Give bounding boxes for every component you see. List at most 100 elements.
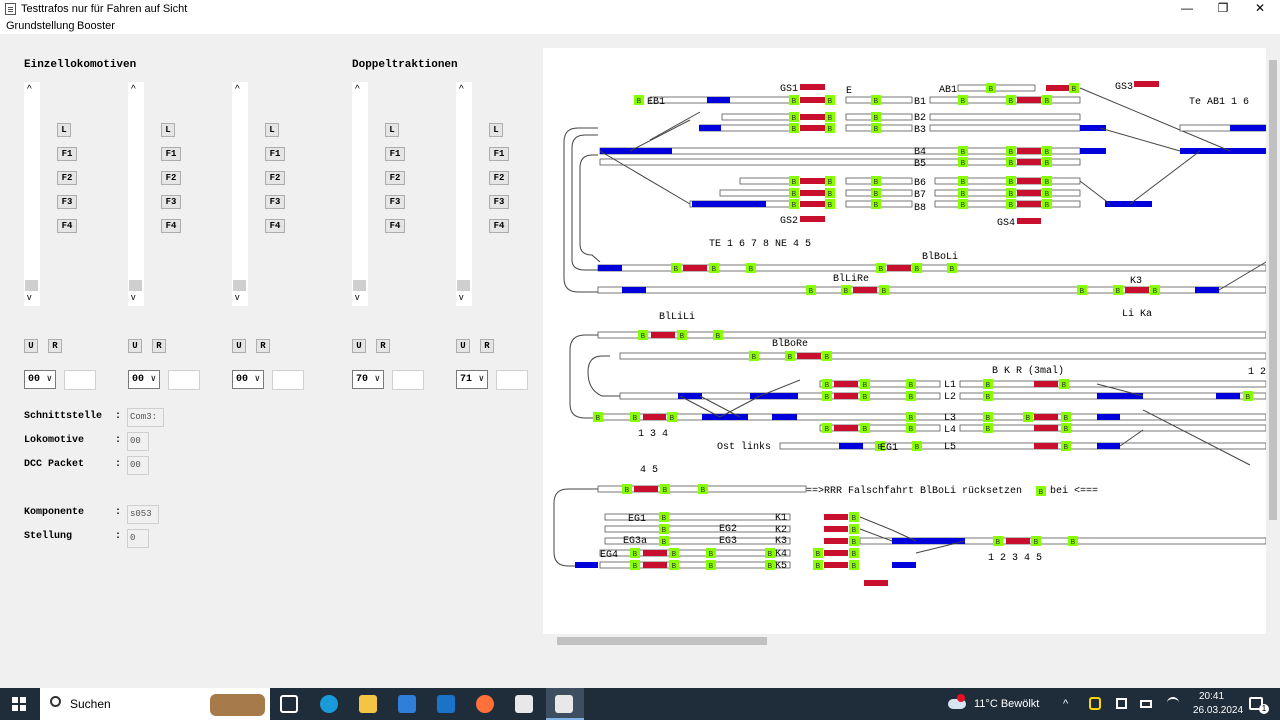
address-input[interactable] <box>64 370 96 390</box>
speed-select[interactable]: 00 ∨ <box>24 370 56 389</box>
maximize-button[interactable]: ❐ <box>1217 1 1229 15</box>
track-layout-diagram[interactable]: BBBBBBBBBBBBBBBBBBBBBBBBBBBBBBBBBBBBBBBB… <box>543 48 1280 636</box>
function-button-f3[interactable]: F3 <box>265 195 285 209</box>
testtrafos-app-icon[interactable] <box>555 695 573 713</box>
r-button[interactable]: R <box>48 339 62 353</box>
address-input[interactable] <box>272 370 304 390</box>
function-button-f3[interactable]: F3 <box>489 195 509 209</box>
scroll-down-icon[interactable]: v <box>235 292 240 302</box>
function-button-f2[interactable]: F2 <box>489 171 509 185</box>
minimize-button[interactable]: — <box>1181 1 1193 15</box>
address-input[interactable] <box>496 370 528 390</box>
clock-time[interactable]: 20:41 <box>1199 691 1225 702</box>
file-explorer-icon[interactable] <box>359 695 377 713</box>
task-view-icon[interactable] <box>280 695 298 713</box>
function-button-f3[interactable]: F3 <box>57 195 77 209</box>
address-input[interactable] <box>168 370 200 390</box>
function-button-f4[interactable]: F4 <box>385 219 405 233</box>
menu-booster[interactable]: Booster <box>77 20 115 32</box>
function-button-f2[interactable]: F2 <box>265 171 285 185</box>
network-icon[interactable] <box>1167 697 1179 709</box>
function-button-l[interactable]: L <box>265 123 279 137</box>
scroll-down-icon[interactable]: v <box>355 292 360 302</box>
meet-icon[interactable] <box>1116 698 1127 709</box>
scroll-up-icon[interactable]: ^ <box>27 84 32 95</box>
r-button[interactable]: R <box>376 339 390 353</box>
function-button-f1[interactable]: F1 <box>265 147 285 161</box>
u-button[interactable]: U <box>24 339 38 353</box>
scroll-down-icon[interactable]: v <box>27 292 32 302</box>
vertical-scrollbar[interactable] <box>1266 48 1280 636</box>
function-button-f1[interactable]: F1 <box>385 147 405 161</box>
app-window-icon[interactable] <box>515 695 533 713</box>
speed-select[interactable]: 70 ∨ <box>352 370 384 389</box>
function-button-f4[interactable]: F4 <box>265 219 285 233</box>
interface-field[interactable]: Com3: <box>127 408 164 427</box>
function-button-f1[interactable]: F1 <box>161 147 181 161</box>
scroll-up-icon[interactable]: ^ <box>131 84 136 95</box>
close-button[interactable]: ✕ <box>1254 1 1266 15</box>
function-button-f3[interactable]: F3 <box>385 195 405 209</box>
scroll-thumb[interactable] <box>1269 60 1277 520</box>
track-layout-panel[interactable]: BBBBBBBBBBBBBBBBBBBBBBBBBBBBBBBBBBBBBBBB… <box>543 48 1280 636</box>
function-button-l[interactable]: L <box>57 123 71 137</box>
function-button-f4[interactable]: F4 <box>57 219 77 233</box>
loco-list-scrollbar[interactable]: ^ v <box>232 82 248 306</box>
r-button[interactable]: R <box>480 339 494 353</box>
scroll-thumb[interactable] <box>233 280 246 291</box>
battery-icon[interactable] <box>1140 700 1152 708</box>
notification-icon[interactable] <box>1249 697 1263 710</box>
taskbar-search[interactable]: Suchen <box>40 688 270 720</box>
loco-list-scrollbar[interactable]: ^ v <box>128 82 144 306</box>
u-button[interactable]: U <box>456 339 470 353</box>
store-icon[interactable] <box>398 695 416 713</box>
speed-select[interactable]: 71 ∨ <box>456 370 488 389</box>
loco-field[interactable]: 00 <box>127 432 149 451</box>
function-button-l[interactable]: L <box>489 123 503 137</box>
function-button-f4[interactable]: F4 <box>161 219 181 233</box>
scroll-thumb[interactable] <box>353 280 366 291</box>
firefox-icon[interactable] <box>476 695 494 713</box>
clock-date[interactable]: 26.03.2024 <box>1193 705 1244 716</box>
scroll-up-icon[interactable]: ^ <box>235 84 240 95</box>
function-button-f2[interactable]: F2 <box>161 171 181 185</box>
function-button-f3[interactable]: F3 <box>161 195 181 209</box>
speed-select[interactable]: 00 ∨ <box>232 370 264 389</box>
position-field[interactable]: 0 <box>127 529 149 548</box>
edge-icon[interactable] <box>320 695 338 713</box>
u-button[interactable]: U <box>232 339 246 353</box>
function-button-f1[interactable]: F1 <box>57 147 77 161</box>
chevron-up-icon[interactable]: ^ <box>1063 698 1069 710</box>
address-input[interactable] <box>392 370 424 390</box>
menu-grundstellung[interactable]: Grundstellung <box>6 20 75 32</box>
loco-list-scrollbar[interactable]: ^ v <box>24 82 40 306</box>
function-button-f2[interactable]: F2 <box>385 171 405 185</box>
mail-icon[interactable] <box>437 695 455 713</box>
weather-text[interactable]: 11°C Bewölkt <box>974 698 1040 710</box>
r-button[interactable]: R <box>152 339 166 353</box>
scroll-down-icon[interactable]: v <box>459 292 464 302</box>
loco-list-scrollbar[interactable]: ^ v <box>352 82 368 306</box>
function-button-l[interactable]: L <box>385 123 399 137</box>
scroll-thumb[interactable] <box>129 280 142 291</box>
u-button[interactable]: U <box>128 339 142 353</box>
windows-start-icon[interactable] <box>12 697 26 711</box>
r-button[interactable]: R <box>256 339 270 353</box>
loco-list-scrollbar[interactable]: ^ v <box>456 82 472 306</box>
speed-select[interactable]: 00 ∨ <box>128 370 160 389</box>
function-button-l[interactable]: L <box>161 123 175 137</box>
function-button-f2[interactable]: F2 <box>57 171 77 185</box>
scroll-thumb[interactable] <box>25 280 38 291</box>
component-field[interactable]: s053 <box>127 505 159 524</box>
function-button-f1[interactable]: F1 <box>489 147 509 161</box>
scroll-thumb[interactable] <box>557 637 767 645</box>
function-button-f4[interactable]: F4 <box>489 219 509 233</box>
scroll-thumb[interactable] <box>457 280 470 291</box>
security-icon[interactable] <box>1089 697 1101 710</box>
dcc-packet-field[interactable]: 00 <box>127 456 149 475</box>
scroll-up-icon[interactable]: ^ <box>459 84 464 95</box>
horizontal-scrollbar[interactable] <box>543 634 1266 648</box>
scroll-up-icon[interactable]: ^ <box>355 84 360 95</box>
scroll-down-icon[interactable]: v <box>131 292 136 302</box>
u-button[interactable]: U <box>352 339 366 353</box>
